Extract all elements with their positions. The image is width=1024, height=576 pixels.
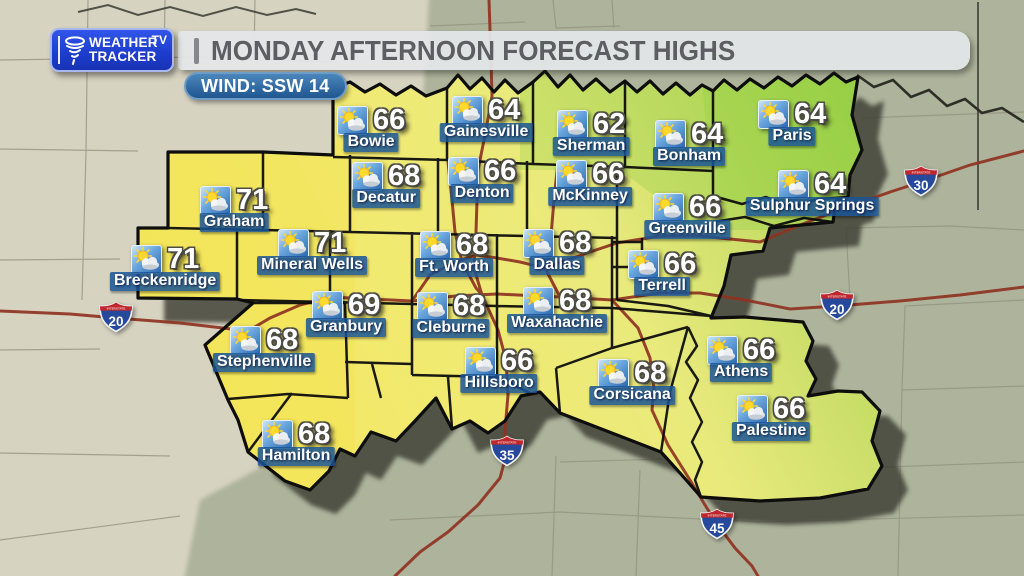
logo-tv-badge: TV [151,33,167,47]
wind-text: WIND: SSW 14 [201,75,330,96]
wind-indicator: WIND: SSW 14 [184,72,347,100]
red-river-west [77,3,317,18]
logo-divider [58,36,60,64]
logo-text: WEATHER TRACKER [89,36,158,64]
station-logo: WEATHER TRACKER TV [50,28,174,72]
logo-line1: WEATHER [89,35,158,51]
header-banner: MONDAY AFTERNOON FORECAST HIGHS [178,31,970,70]
page-title: MONDAY AFTERNOON FORECAST HIGHS [211,34,736,66]
logo-line2: TRACKER [89,49,157,64]
tornado-icon [65,36,85,65]
forecast-region [138,71,882,501]
header-separator [194,37,199,64]
region-outline [136,69,884,503]
red-river-east [856,73,1024,124]
